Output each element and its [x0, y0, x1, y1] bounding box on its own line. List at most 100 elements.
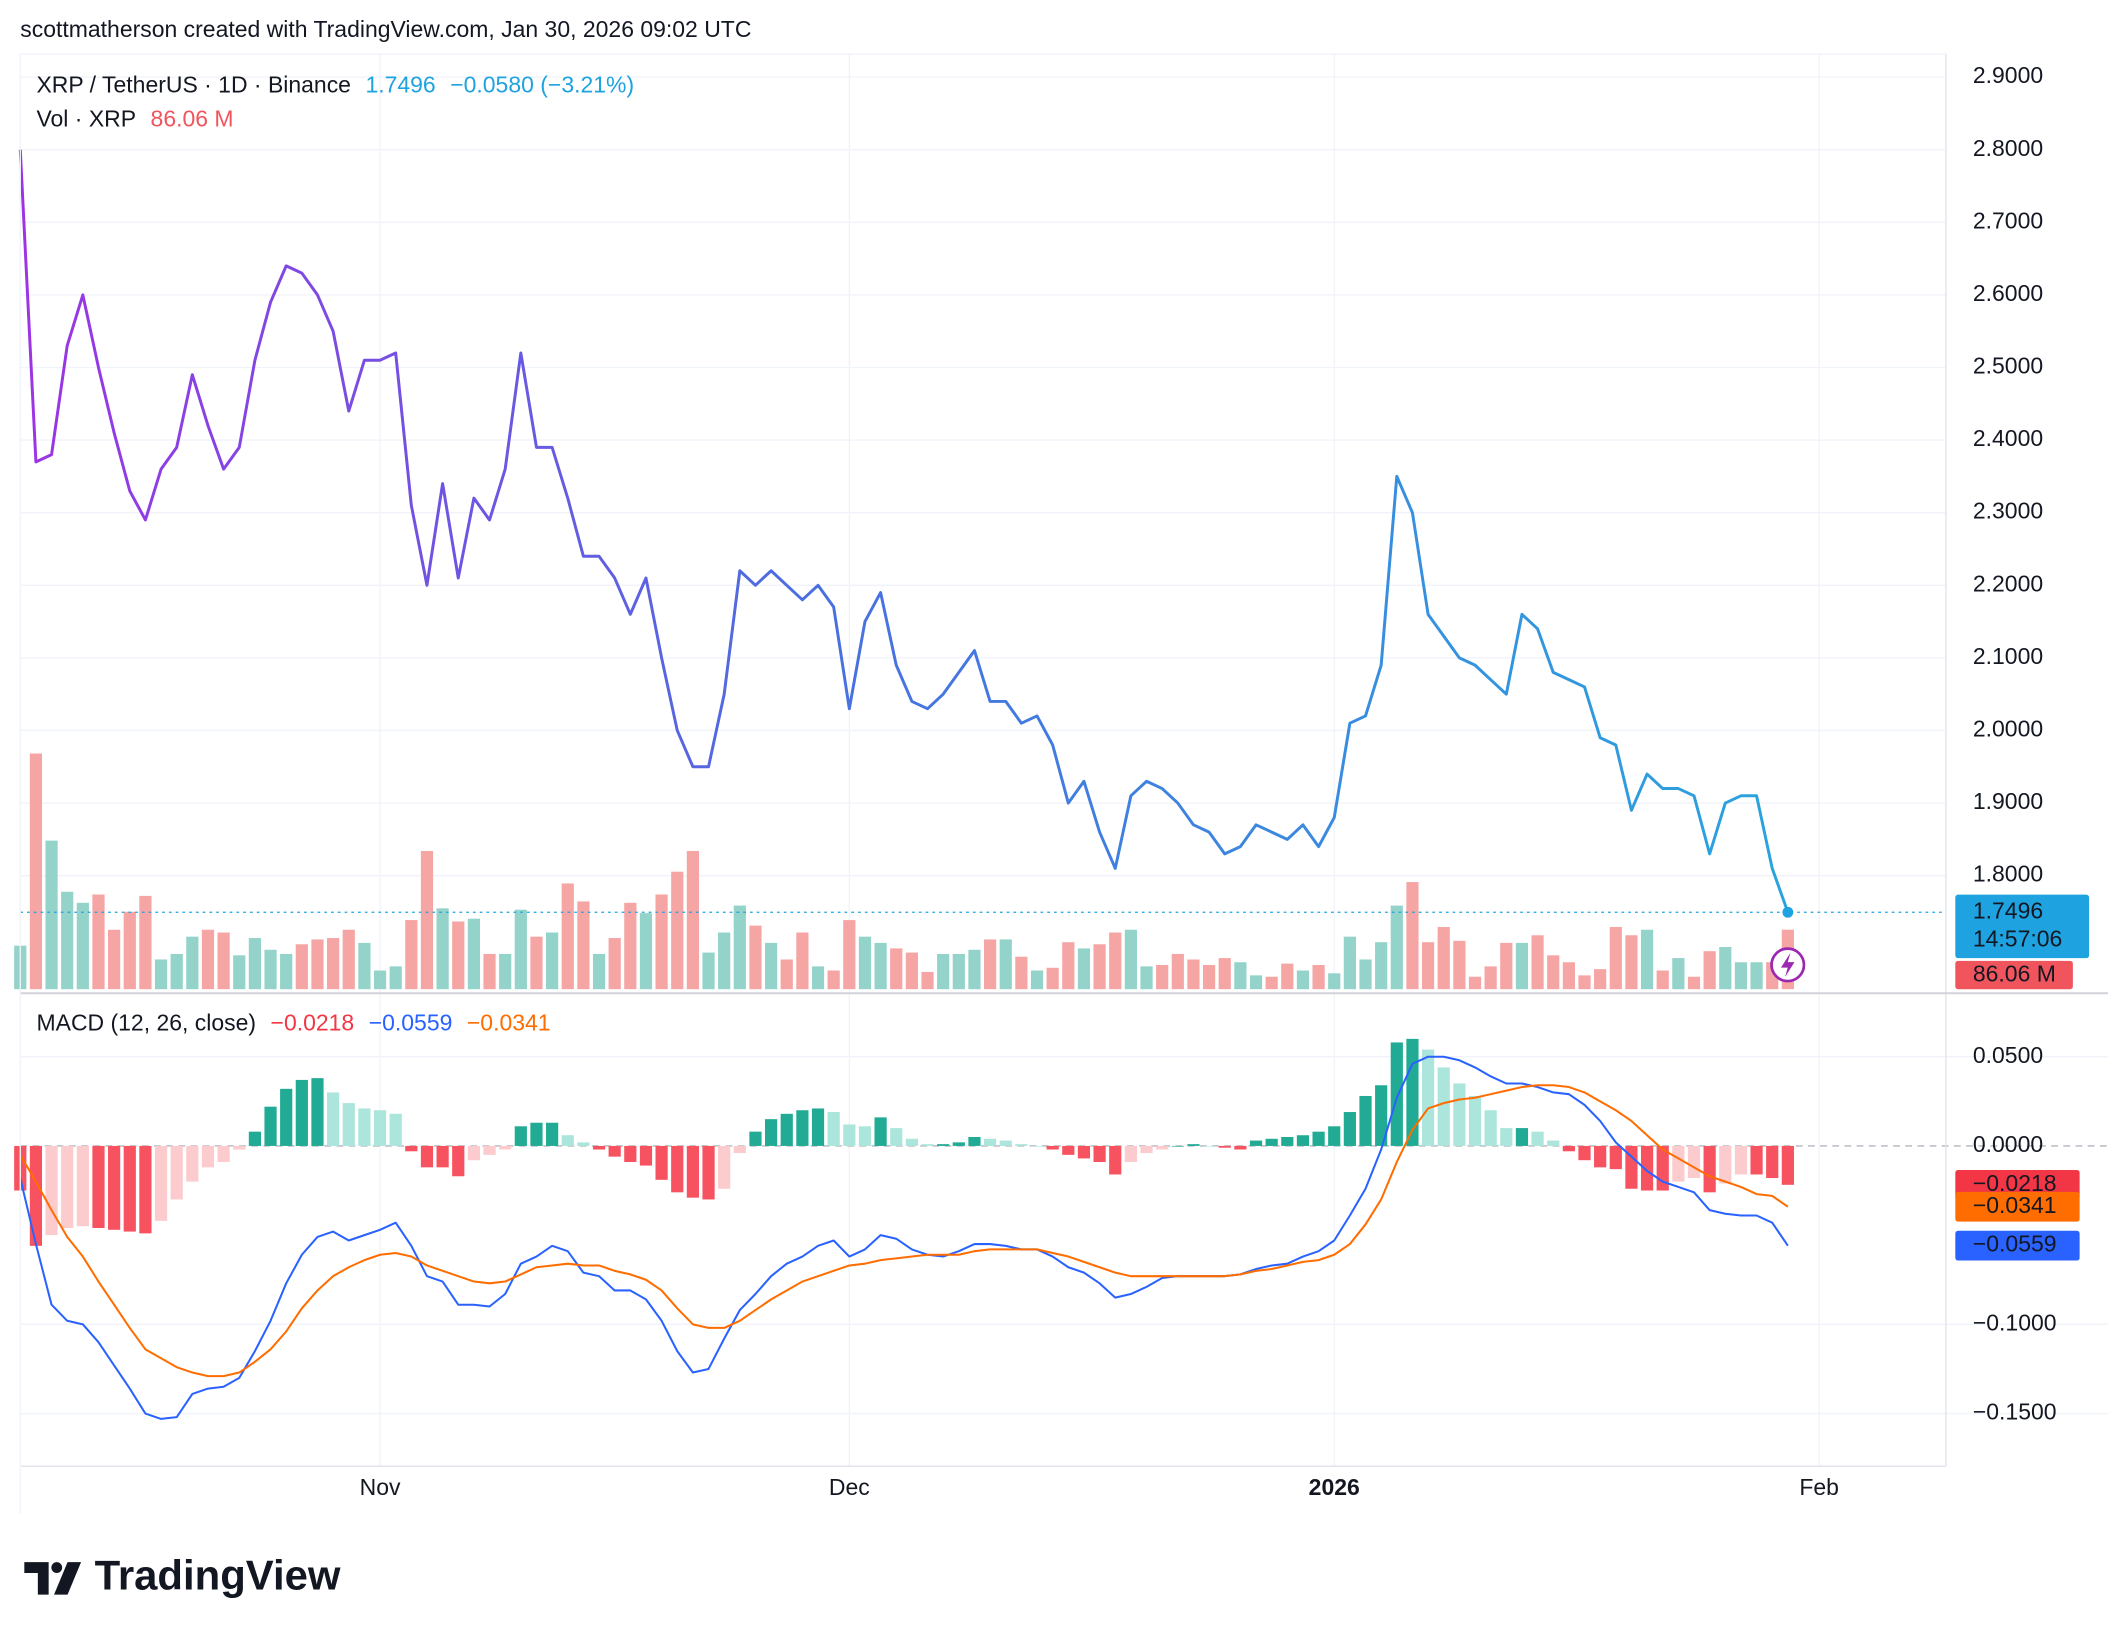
- volume-bar: [1437, 926, 1450, 990]
- alert-icon[interactable]: [1770, 947, 1806, 983]
- macd-signal-last: −0.0341: [467, 1009, 551, 1035]
- volume-bar: [1062, 942, 1075, 990]
- volume-bar: [1500, 942, 1513, 990]
- volume-bar: [373, 970, 387, 990]
- symbol-title: XRP / TetherUS · 1D · Binance: [36, 72, 350, 98]
- macd-histogram-bar: [1625, 1145, 1638, 1189]
- macd-histogram-bar: [718, 1145, 731, 1189]
- macd-histogram-bar: [671, 1145, 684, 1193]
- macd-histogram-bar: [1343, 1112, 1356, 1146]
- macd-histogram-bar: [780, 1113, 793, 1146]
- volume-bar: [1484, 966, 1497, 990]
- price-tick-label: 2.8000: [1973, 135, 2043, 161]
- macd-tick-label: 0.0000: [1973, 1131, 2043, 1157]
- volume-bar: [1390, 905, 1403, 990]
- macd-histogram-bar: [1578, 1145, 1591, 1161]
- macd-histogram-bar: [765, 1119, 778, 1146]
- macd-histogram-bar: [420, 1145, 434, 1168]
- volume-bar: [1594, 969, 1607, 990]
- volume-bar: [45, 840, 58, 990]
- macd-histogram-bar: [937, 1144, 950, 1146]
- price-tick-label: 2.3000: [1973, 498, 2043, 524]
- macd-histogram-bar: [1562, 1145, 1575, 1152]
- macd-histogram-bar: [1109, 1145, 1122, 1175]
- macd-histogram-bar: [1750, 1145, 1763, 1175]
- macd-histogram-bar: [1515, 1128, 1529, 1146]
- macd-histogram-bar: [1030, 1145, 1044, 1147]
- macd-histogram-bar: [76, 1145, 89, 1227]
- macd-tick-label: 0.0500: [1973, 1042, 2043, 1068]
- macd-histogram-bar: [264, 1106, 277, 1146]
- macd-histogram-bar: [1328, 1126, 1341, 1146]
- volume-layer: [14, 753, 1794, 990]
- volume-bar: [217, 932, 230, 990]
- macd-axis-value: −0.0218: [1973, 1170, 2057, 1196]
- macd-histogram-bar: [1187, 1144, 1200, 1146]
- macd-histogram-bar: [1156, 1145, 1169, 1150]
- volume-bar: [1156, 965, 1169, 990]
- grid-layer: [20, 54, 2108, 1467]
- volume-bar: [1656, 970, 1669, 990]
- macd-histogram-bar: [327, 1092, 340, 1146]
- volume-bar: [561, 883, 574, 990]
- macd-histogram-bar: [514, 1126, 527, 1146]
- macd-histogram-bar: [1265, 1138, 1278, 1146]
- macd-histogram-bar: [1719, 1145, 1732, 1184]
- volume-bar: [1281, 963, 1294, 990]
- x-tick-label: Dec: [829, 1474, 870, 1500]
- volume-bar: [874, 942, 887, 990]
- volume-bar: [1672, 958, 1685, 990]
- volume-bar: [624, 902, 637, 990]
- macd-histogram-bar: [1281, 1137, 1294, 1146]
- macd-histogram-bar: [311, 1078, 324, 1146]
- volume-bar: [1468, 976, 1482, 990]
- macd-histogram-bar: [905, 1138, 918, 1146]
- volume-bar: [1719, 947, 1732, 990]
- axis-layer: Nov Dec 2026 Feb 1.8000 1.9000 2.0000 2.1000 2.2…: [360, 62, 2090, 1500]
- last-price-dot: [1782, 906, 1794, 918]
- macd-histogram-bar: [1734, 1145, 1748, 1175]
- macd-histogram-bar: [811, 1108, 825, 1146]
- volume-bar: [827, 970, 840, 990]
- macd-histogram-bar: [1062, 1145, 1075, 1155]
- volume-bar: [264, 949, 277, 990]
- volume-bar: [1687, 976, 1701, 990]
- volume-bar: [1625, 935, 1638, 990]
- volume-bar: [905, 952, 918, 990]
- price-countdown: 14:57:06: [1973, 926, 2062, 952]
- x-tick-label: Nov: [360, 1474, 401, 1500]
- volume-bar: [1750, 962, 1763, 990]
- macd-histogram-bar: [1500, 1128, 1513, 1146]
- volume-bar: [733, 905, 746, 990]
- volume-bar: [671, 871, 684, 990]
- volume-bar: [467, 918, 480, 990]
- volume-bar: [1140, 966, 1153, 990]
- macd-histogram-bar: [733, 1145, 746, 1154]
- volume-bar: [483, 953, 496, 990]
- logo-mark-1: [24, 1562, 49, 1595]
- macd-histogram-bar: [217, 1145, 230, 1162]
- volume-bar: [1453, 940, 1466, 990]
- volume-legend: Vol · XRP 86.06 M: [36, 105, 233, 131]
- alert-bolt: [1780, 952, 1795, 978]
- macd-histogram-bar: [530, 1122, 543, 1146]
- price-tick-label: 1.8000: [1973, 861, 2043, 887]
- macd-histogram-bar: [1687, 1145, 1701, 1179]
- macd-histogram-bar: [1547, 1140, 1560, 1146]
- macd-histogram-bar: [1234, 1145, 1247, 1150]
- macd-histogram-bar: [170, 1145, 183, 1200]
- volume-bar: [1343, 936, 1356, 990]
- macd-histogram-bar: [29, 1145, 43, 1246]
- volume-bar: [61, 891, 74, 990]
- volume-bar: [718, 932, 731, 990]
- volume-bar: [123, 911, 136, 990]
- price-tick-label: 2.1000: [1973, 643, 2043, 669]
- macd-histogram-bar: [686, 1145, 699, 1198]
- volume-bar: [1562, 962, 1575, 990]
- volume-axis-value: 86.06 M: [1973, 961, 2056, 987]
- volume-bar: [170, 953, 183, 990]
- macd-histogram-bar: [639, 1145, 653, 1166]
- volume-bar: [233, 955, 246, 990]
- volume-bar: [749, 925, 762, 990]
- volume-last: 86.06 M: [151, 105, 234, 131]
